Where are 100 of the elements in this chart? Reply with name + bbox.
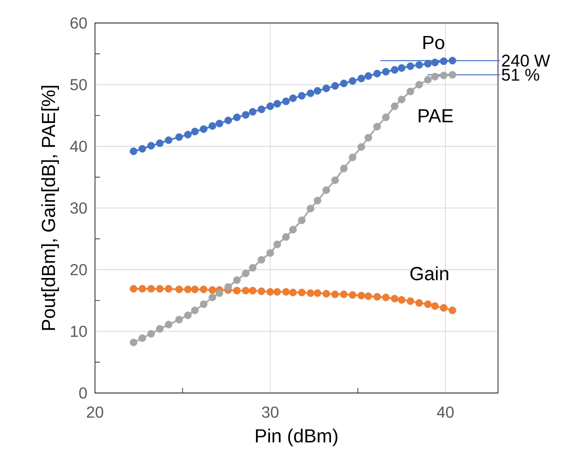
point [331,82,339,90]
point [191,128,199,136]
point [266,288,274,296]
point [184,130,192,138]
point [208,294,216,302]
point [138,334,146,342]
point [242,286,250,294]
point [440,304,448,312]
point [322,84,330,92]
series-label: Po [423,36,444,50]
point [242,111,250,119]
point [282,233,290,241]
point [415,61,423,69]
point [358,292,366,300]
y-tick-label: 30 [70,202,87,214]
point [248,286,256,294]
point [130,147,138,156]
y-tick-label: 10 [70,326,87,337]
point [306,90,314,98]
point [390,102,398,110]
point [348,291,356,299]
point [282,98,290,106]
point [415,299,423,307]
point [406,88,414,96]
point [314,196,322,204]
point [184,312,192,320]
point [448,71,456,79]
point [431,302,439,310]
point [147,142,155,150]
point [273,100,282,108]
point [130,338,138,346]
y-tick-label: 20 [70,264,87,276]
point [266,102,274,110]
x-tick-label: 40 [436,406,454,418]
point [340,164,348,172]
point [358,143,366,151]
point [208,286,216,294]
point [382,114,390,122]
point [175,316,183,324]
point [224,283,232,291]
point [175,286,183,294]
point [448,56,456,64]
point [273,240,282,248]
point [233,276,241,284]
point [233,114,241,122]
point [406,62,414,70]
point [448,306,456,314]
point [431,58,439,66]
point [224,116,232,124]
x-tick-label: 20 [86,406,104,418]
point [289,226,297,234]
point [147,284,155,293]
point [314,87,322,95]
series-label: PAE [418,109,453,122]
y-tick-label: 0 [79,387,87,399]
point [156,139,164,148]
point [175,133,183,141]
y-tick-label: 50 [70,79,87,90]
point [164,284,172,293]
point [242,270,250,278]
annotation: 240 W [502,54,550,67]
point [216,120,224,128]
point [340,80,348,88]
point [340,290,348,298]
point [382,68,390,76]
point [289,288,297,296]
point [258,256,266,264]
point [373,70,381,78]
point [156,284,164,293]
point [424,60,432,68]
point [208,122,216,130]
point [398,64,406,72]
point [382,294,390,302]
point [348,77,356,85]
point [147,330,155,338]
point [130,284,138,293]
point [184,286,192,294]
annotation: 51 % [502,68,540,81]
point [266,249,274,257]
point [398,296,406,304]
point [298,288,306,296]
point [331,176,339,184]
point [248,264,256,272]
point [289,94,297,102]
point [406,297,414,305]
series-label: Gain [410,266,448,280]
point [306,204,314,212]
point [390,294,398,302]
point [398,96,406,104]
point [415,80,423,88]
point [348,154,356,162]
point [191,286,199,294]
point [258,106,266,114]
point [373,293,381,301]
point [164,136,172,144]
point [258,287,266,296]
point [314,289,322,297]
point [424,76,432,84]
y-axis-title: Pout[dBm], Gain[dB], PAE[%] [41,86,59,330]
point [298,92,306,100]
